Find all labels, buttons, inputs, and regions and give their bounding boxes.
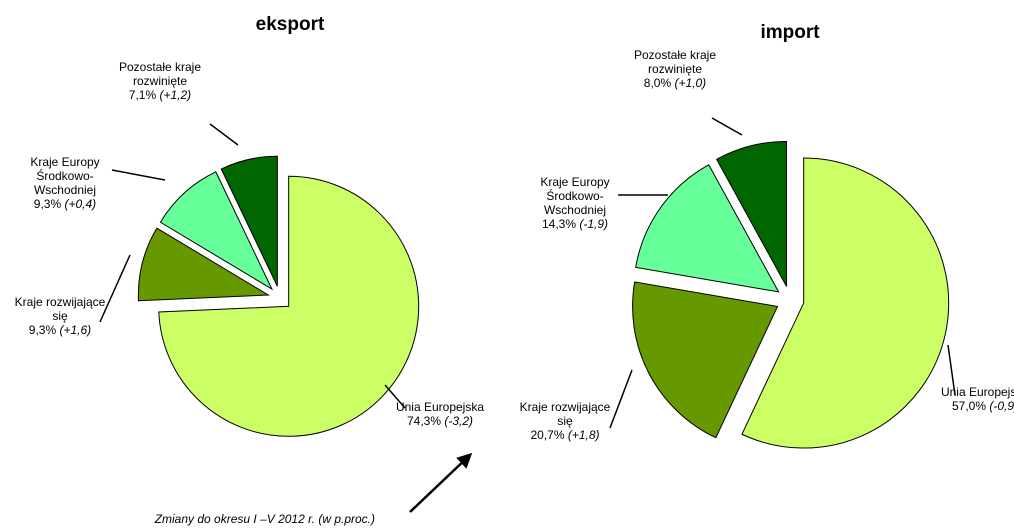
category-label: Kraje rozwijające się xyxy=(519,400,611,428)
category-label: Kraje rozwijające się xyxy=(14,295,106,323)
leader-line xyxy=(609,369,633,429)
chart-title: import xyxy=(760,22,820,43)
slice-label: Kraje Europy Środkowo-Wschodniej 14,3% (-… xyxy=(527,175,623,231)
slice-label: Unia Europejska 74,3% (-3,2) xyxy=(392,400,488,428)
category-label: Kraje Europy Środkowo-Wschodniej xyxy=(30,155,100,197)
value-label: 8,0% xyxy=(643,76,672,90)
category-label: Unia Europejska xyxy=(395,400,485,414)
category-label: Kraje Europy Środkowo-Wschodniej xyxy=(540,175,610,217)
pie-slice xyxy=(158,175,420,437)
slice-label: Kraje rozwijające się 9,3% (+1,6) xyxy=(12,295,108,337)
pie-slice xyxy=(715,140,788,287)
category-label: Pozostałe kraje rozwinięte xyxy=(633,48,717,76)
category-label: Unia Europejska xyxy=(940,385,1014,399)
value-line: 8,0% (+1,0) xyxy=(627,76,723,90)
arrow xyxy=(409,452,473,513)
chart-title: eksport xyxy=(256,14,325,35)
slice-label: Kraje Europy Środkowo-Wschodniej 9,3% (+0… xyxy=(17,155,113,211)
change-label: (+1,2) xyxy=(159,88,192,102)
value-line: 7,1% (+1,2) xyxy=(112,88,208,102)
annotation: Zmiany do okresu I –V 2012 r. (w p.proc.… xyxy=(154,512,375,526)
pie-slice xyxy=(220,155,278,287)
value-label: 9,3% xyxy=(28,323,57,337)
pie-slice xyxy=(635,164,780,293)
change-label: (+1,6) xyxy=(59,323,92,337)
value-label: 7,1% xyxy=(128,88,157,102)
value-line: 57,0% (-0,9) xyxy=(937,399,1014,413)
value-label: 9,3% xyxy=(33,197,62,211)
value-line: 74,3% (-3,2) xyxy=(392,414,488,428)
change-label: (-1,9) xyxy=(579,217,609,231)
change-label: (+1,8) xyxy=(567,428,600,442)
pie-slice xyxy=(632,281,779,439)
value-line: 14,3% (-1,9) xyxy=(527,217,623,231)
change-label: (+0,4) xyxy=(64,197,97,211)
slice-label: Pozostałe kraje rozwinięte 7,1% (+1,2) xyxy=(112,60,208,102)
slice-label: Pozostałe kraje rozwinięte 8,0% (+1,0) xyxy=(627,48,723,90)
value-label: 74,3% xyxy=(406,414,441,428)
pie-slice xyxy=(159,171,274,291)
leader-line xyxy=(711,117,743,136)
value-line: 9,3% (+1,6) xyxy=(12,323,108,337)
pie-slice xyxy=(741,157,950,449)
value-line: 9,3% (+0,4) xyxy=(17,197,113,211)
change-label: (+1,0) xyxy=(674,76,707,90)
leader-line xyxy=(111,169,166,181)
slice-label: Kraje rozwijające się 20,7% (+1,8) xyxy=(517,400,613,442)
slice-label: Unia Europejska57,0% (-0,9) xyxy=(937,385,1014,413)
value-label: 57,0% xyxy=(951,399,986,413)
change-label: (-0,9) xyxy=(989,399,1014,413)
pie-slice xyxy=(137,227,271,302)
change-label: (-3,2) xyxy=(444,414,474,428)
value-label: 14,3% xyxy=(541,217,576,231)
category-label: Pozostałe kraje rozwinięte xyxy=(118,60,202,88)
leader-line xyxy=(99,254,131,323)
leader-line xyxy=(384,384,406,409)
value-label: 20,7% xyxy=(530,428,565,442)
leader-line xyxy=(209,123,239,146)
value-line: 20,7% (+1,8) xyxy=(517,428,613,442)
leader-line xyxy=(947,344,956,396)
